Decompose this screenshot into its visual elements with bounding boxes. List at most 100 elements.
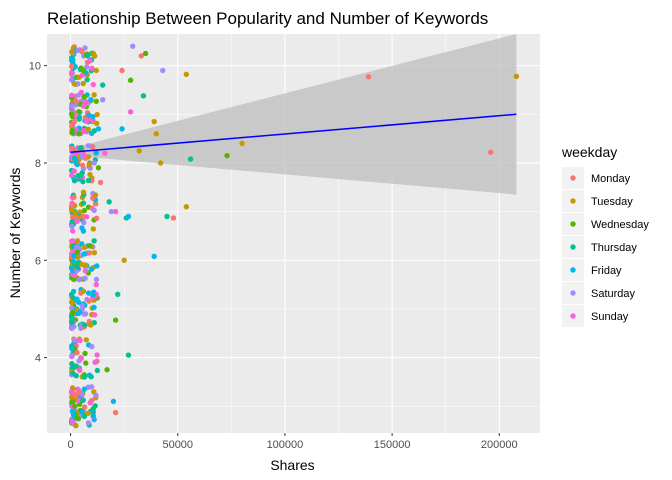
scatter-point-tuesday: [73, 423, 79, 429]
scatter-point: [85, 420, 92, 426]
scatter-point: [85, 290, 92, 296]
data-points: [68, 43, 520, 429]
scatter-point-wednesday: [142, 50, 149, 57]
y-axis: 4 6 8 10: [29, 61, 47, 365]
scatter-point-tuesday: [91, 92, 97, 98]
scatter-point-monday: [119, 67, 125, 74]
scatter-point: [71, 194, 77, 200]
scatter-point-tuesday: [121, 257, 127, 263]
y-tick-label: 10: [29, 61, 41, 73]
scatter-point: [92, 403, 98, 409]
scatter-point-thursday: [106, 199, 112, 205]
scatter-point-monday: [79, 48, 85, 54]
scatter-point: [82, 404, 88, 410]
scatter-point: [69, 389, 75, 395]
scatter-point-thursday: [115, 291, 121, 298]
scatter-point: [73, 98, 79, 105]
scatter-point: [79, 162, 86, 168]
scatter-point: [85, 177, 92, 184]
scatter-point-sunday: [127, 109, 134, 115]
scatter-point: [88, 322, 94, 328]
scatter-point: [92, 192, 99, 198]
scatter-point: [75, 415, 82, 422]
scatter-point: [76, 108, 82, 115]
scatter-point-tuesday: [513, 73, 520, 80]
scatter-point: [88, 266, 95, 272]
scatter-point-wednesday: [127, 77, 134, 83]
scatter-point: [74, 238, 81, 244]
scatter-point-friday: [119, 126, 125, 132]
scatter-point: [76, 367, 83, 374]
scatter-point: [74, 244, 80, 250]
scatter-point-monday: [97, 179, 104, 186]
scatter-point-thursday: [125, 352, 132, 358]
legend: weekday Monday Tuesday Wednesday Thursday Fr…: [561, 144, 649, 327]
scatter-point: [68, 111, 75, 117]
y-tick-label: 6: [35, 255, 41, 267]
scatter-point: [90, 413, 97, 419]
legend-marker-thursday: [570, 244, 576, 250]
scatter-point: [68, 305, 75, 311]
legend-marker-tuesday: [570, 198, 576, 204]
x-tick-label: 0: [68, 439, 74, 451]
confidence-band: [70, 34, 517, 195]
scatter-point: [82, 275, 88, 282]
x-axis: 0 50000 100000 150000 200000: [68, 433, 518, 451]
scatter-point: [80, 178, 86, 185]
scatter-point: [90, 292, 96, 298]
scatter-point-friday: [151, 253, 157, 260]
scatter-point: [71, 168, 77, 174]
scatter-point: [81, 413, 88, 420]
scatter-point: [69, 309, 76, 316]
scatter-point: [86, 112, 92, 119]
scatter-point-tuesday: [80, 189, 87, 195]
scatter-point: [93, 149, 99, 156]
scatter-point-tuesday: [153, 131, 160, 137]
scatter-point: [69, 299, 75, 306]
legend-title: weekday: [561, 144, 617, 160]
scatter-point: [69, 418, 76, 424]
scatter-point: [89, 65, 95, 71]
scatter-point: [91, 249, 98, 256]
scatter-point-friday: [80, 228, 87, 234]
scatter-point-tuesday: [183, 71, 190, 78]
scatter-point: [69, 319, 75, 325]
x-tick-label: 150000: [374, 439, 411, 451]
scatter-point: [71, 118, 77, 125]
scatter-point: [70, 411, 77, 418]
scatter-point: [80, 288, 87, 294]
scatter-point: [91, 304, 97, 311]
scatter-point: [78, 409, 85, 415]
legend-label-wednesday: Wednesday: [591, 219, 649, 231]
scatter-point: [86, 372, 93, 378]
scatter-point: [80, 200, 87, 206]
scatter-point-sunday: [112, 208, 119, 215]
scatter-point: [93, 215, 100, 221]
scatter-point: [68, 92, 75, 99]
scatter-point: [92, 201, 99, 207]
scatter-point: [81, 219, 87, 226]
scatter-point-saturday: [160, 67, 166, 74]
scatter-point-wednesday: [72, 403, 78, 409]
scatter-point-monday: [170, 215, 177, 221]
y-tick-label: 8: [35, 158, 41, 170]
scatter-point: [69, 103, 75, 109]
scatter-point: [94, 111, 100, 118]
scatter-point-saturday: [100, 96, 106, 103]
scatter-point-sunday: [87, 58, 93, 64]
scatter-point: [80, 103, 87, 109]
scatter-point: [86, 250, 93, 256]
x-tick-label: 50000: [162, 439, 193, 451]
scatter-point: [81, 322, 88, 328]
legend-marker-wednesday: [570, 221, 576, 227]
scatter-point-wednesday: [76, 131, 82, 137]
scatter-point: [70, 370, 76, 377]
chart-title: Relationship Between Popularity and Numb…: [47, 9, 488, 28]
scatter-point: [69, 219, 75, 225]
scatter-point-thursday: [187, 156, 194, 162]
scatter-point-tuesday: [93, 67, 100, 74]
scatter-point: [74, 264, 80, 270]
scatter-point: [93, 276, 100, 283]
scatter-point-saturday: [76, 277, 82, 283]
